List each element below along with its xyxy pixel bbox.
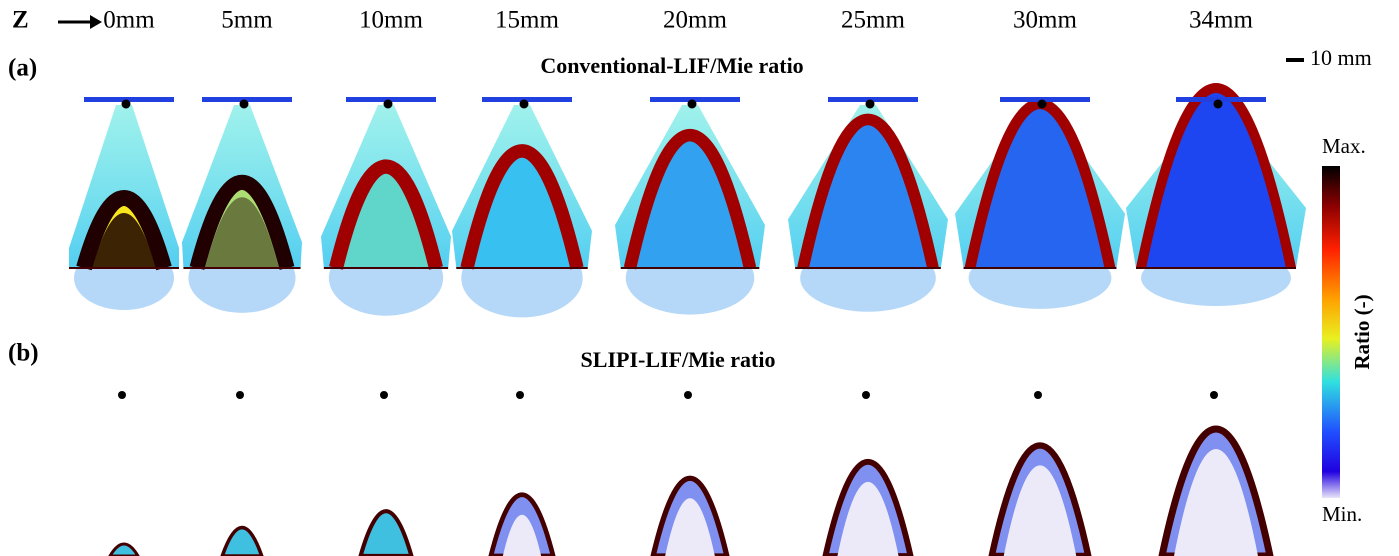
colorbar-title: Ratio (-) bbox=[1350, 294, 1374, 369]
image-columns: 0mm 5mm 10mm 15mm 20mm 25mm 30mm 34mm bbox=[69, 7, 1306, 556]
axis-label: Z bbox=[12, 7, 29, 34]
slipi-core bbox=[665, 498, 715, 556]
nozzle-dot bbox=[1037, 99, 1047, 109]
slipi-shape bbox=[358, 509, 414, 556]
nozzle-dot bbox=[1210, 391, 1218, 399]
position-label: 15mm bbox=[495, 7, 559, 34]
slipi-core bbox=[1174, 449, 1258, 556]
ratio-core-dark bbox=[92, 213, 156, 268]
nozzle-dot bbox=[519, 99, 529, 109]
nozzle-dot bbox=[1213, 99, 1223, 109]
panel-title: SLIPI-LIF/Mie ratio bbox=[581, 347, 776, 372]
arrow-head bbox=[90, 15, 102, 29]
nozzle-dot bbox=[516, 391, 524, 399]
position-label: 20mm bbox=[663, 7, 727, 34]
position-label: 25mm bbox=[841, 7, 905, 34]
slipi-shape bbox=[108, 542, 140, 556]
colorbar-min: Min. bbox=[1322, 502, 1362, 526]
nozzle-dot bbox=[1034, 391, 1042, 399]
position-label: 30mm bbox=[1013, 7, 1077, 34]
ratio-arch bbox=[1136, 83, 1296, 270]
ratio-arch bbox=[76, 190, 172, 271]
ratio-arch bbox=[329, 159, 443, 270]
nozzle-dot bbox=[121, 99, 131, 109]
panel-label: (b) bbox=[8, 340, 39, 367]
injector bbox=[84, 97, 174, 102]
nozzle-dot bbox=[865, 99, 875, 109]
slipi-core bbox=[1003, 465, 1077, 556]
ratio-arch bbox=[189, 175, 295, 270]
position-label: 5mm bbox=[221, 7, 273, 34]
nozzle-dot bbox=[380, 391, 388, 399]
nozzle-dot bbox=[684, 391, 692, 399]
injector bbox=[482, 97, 572, 102]
ratio-core-dark bbox=[205, 197, 279, 268]
slipi-core bbox=[502, 514, 542, 556]
colorbar bbox=[1322, 166, 1340, 498]
panel-title: Conventional-LIF/Mie ratio bbox=[540, 53, 803, 78]
injector bbox=[1000, 97, 1090, 102]
position-label: 34mm bbox=[1189, 7, 1253, 34]
nozzle-dot bbox=[239, 99, 249, 109]
injector bbox=[828, 97, 918, 102]
injector bbox=[346, 97, 436, 102]
nozzle-dot bbox=[118, 391, 126, 399]
nozzle-dot bbox=[862, 391, 870, 399]
injector bbox=[1176, 97, 1266, 102]
position-label: 0mm bbox=[103, 7, 155, 34]
colorbar-max: Max. bbox=[1322, 134, 1366, 158]
slipi-core bbox=[837, 481, 899, 556]
nozzle-dot bbox=[687, 99, 697, 109]
injector bbox=[650, 97, 740, 102]
nozzle-dot bbox=[236, 391, 244, 399]
slipi-shape bbox=[220, 525, 264, 556]
ratio-arch bbox=[460, 144, 584, 270]
ratio-arch bbox=[623, 129, 757, 270]
panel-label: (a) bbox=[8, 55, 37, 82]
ratio-arch bbox=[797, 113, 939, 270]
nozzle-dot bbox=[383, 99, 393, 109]
position-label: 10mm bbox=[359, 7, 423, 34]
scale-bar-label: 10 mm bbox=[1310, 45, 1372, 70]
injector bbox=[202, 97, 292, 102]
